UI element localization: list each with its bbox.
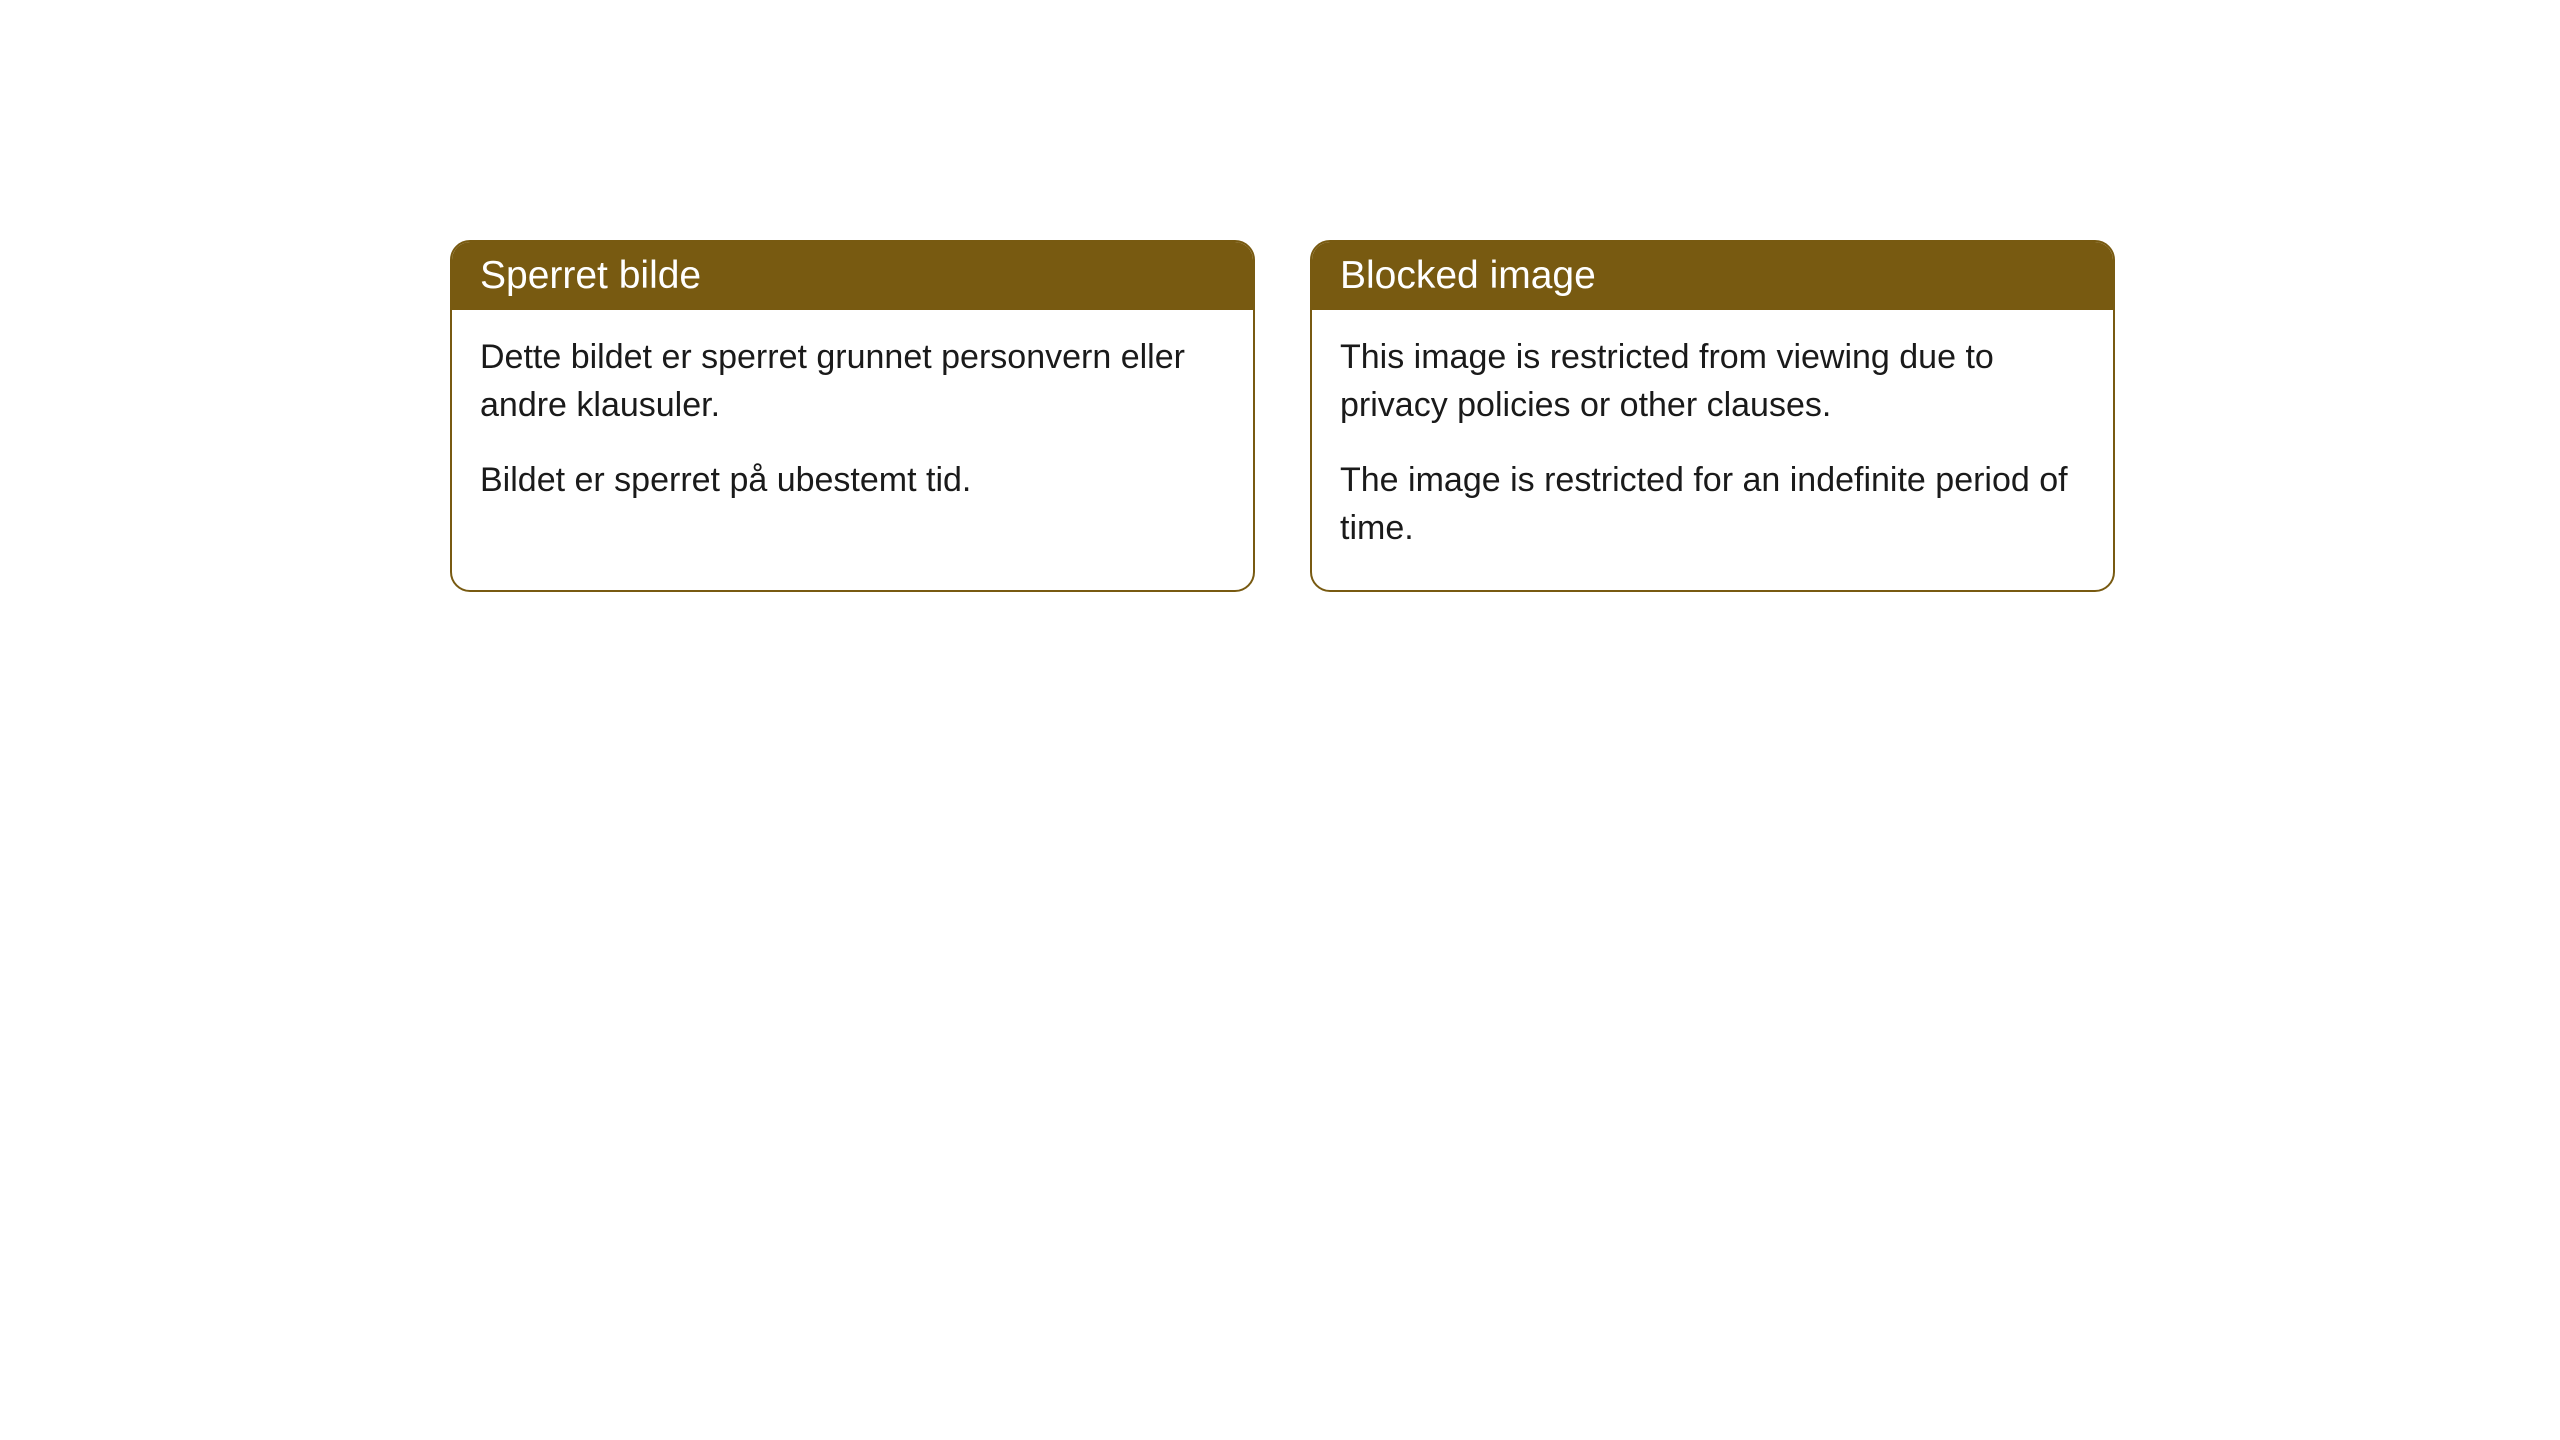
notice-cards-container: Sperret bilde Dette bildet er sperret gr… <box>0 0 2560 592</box>
card-body-norwegian: Dette bildet er sperret grunnet personve… <box>452 310 1253 543</box>
blocked-image-card-english: Blocked image This image is restricted f… <box>1310 240 2115 592</box>
card-paragraph-2-english: The image is restricted for an indefinit… <box>1340 457 2085 552</box>
card-header-norwegian: Sperret bilde <box>452 242 1253 310</box>
card-header-english: Blocked image <box>1312 242 2113 310</box>
card-body-english: This image is restricted from viewing du… <box>1312 310 2113 590</box>
card-title-english: Blocked image <box>1340 254 1596 297</box>
card-paragraph-1-norwegian: Dette bildet er sperret grunnet personve… <box>480 334 1225 429</box>
card-paragraph-2-norwegian: Bildet er sperret på ubestemt tid. <box>480 457 1225 505</box>
card-title-norwegian: Sperret bilde <box>480 254 701 297</box>
blocked-image-card-norwegian: Sperret bilde Dette bildet er sperret gr… <box>450 240 1255 592</box>
card-paragraph-1-english: This image is restricted from viewing du… <box>1340 334 2085 429</box>
